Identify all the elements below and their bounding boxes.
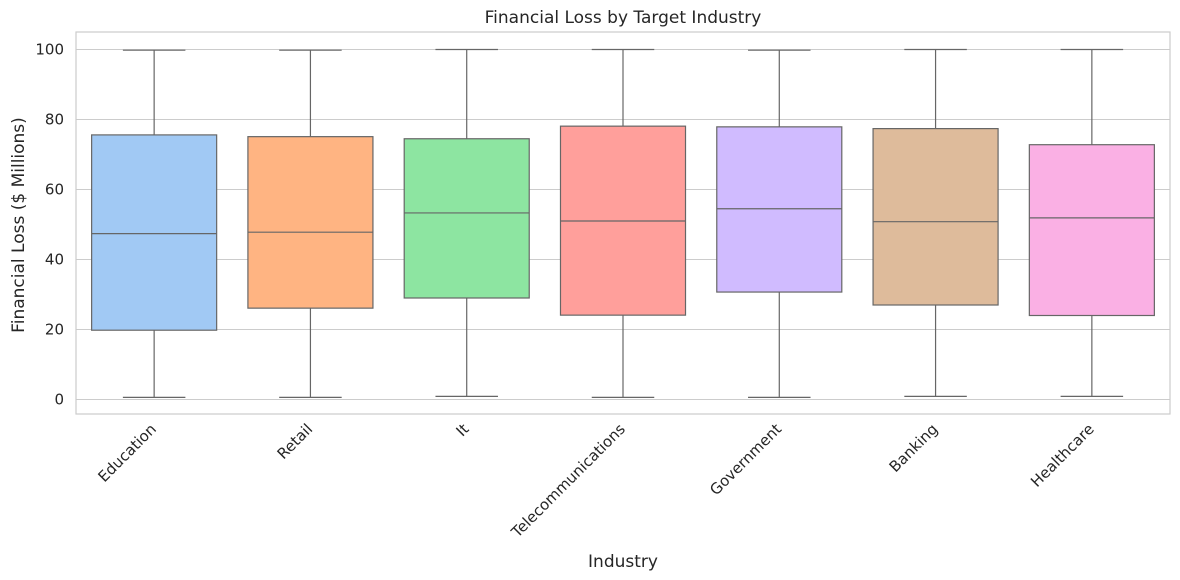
boxes (91, 48, 1155, 398)
x-tick-labels: Education Retail It Telecommunications Gover… (94, 420, 1097, 542)
x-tick-label: Banking (886, 420, 942, 476)
box-education (91, 49, 218, 398)
iqr-box (91, 134, 218, 331)
x-axis-label: Industry (588, 552, 658, 572)
y-tick-label: 100 (35, 41, 64, 59)
iqr-box (247, 136, 374, 309)
box-retail (247, 49, 374, 398)
y-tick-label: 20 (45, 321, 64, 339)
plot-frame (75, 31, 1171, 415)
x-tick-label: Telecommunications (507, 420, 629, 542)
box-it (403, 48, 530, 397)
y-tick-label: 0 (54, 391, 64, 409)
box-banking (872, 48, 999, 397)
box-telecommunications (559, 48, 687, 398)
iqr-box (872, 128, 999, 306)
y-tick-label: 60 (45, 181, 64, 199)
x-tick-label: Government (706, 420, 785, 499)
iqr-box (403, 138, 530, 299)
chart-title: Financial Loss by Target Industry (485, 8, 762, 28)
box-healthcare (1028, 48, 1155, 397)
x-tick-label: Healthcare (1027, 420, 1098, 491)
x-tick-label: It (453, 420, 473, 440)
y-tick-labels: 0 20 40 60 80 100 (35, 41, 64, 409)
x-tick-label: Education (94, 420, 160, 486)
iqr-box (716, 126, 843, 293)
y-axis-label: Financial Loss ($ Millions) (9, 117, 29, 333)
iqr-box (1028, 144, 1155, 317)
box-government (716, 49, 843, 398)
y-tick-label: 40 (45, 251, 64, 269)
y-tick-label: 80 (45, 111, 64, 129)
x-tick-label: Retail (274, 420, 317, 463)
